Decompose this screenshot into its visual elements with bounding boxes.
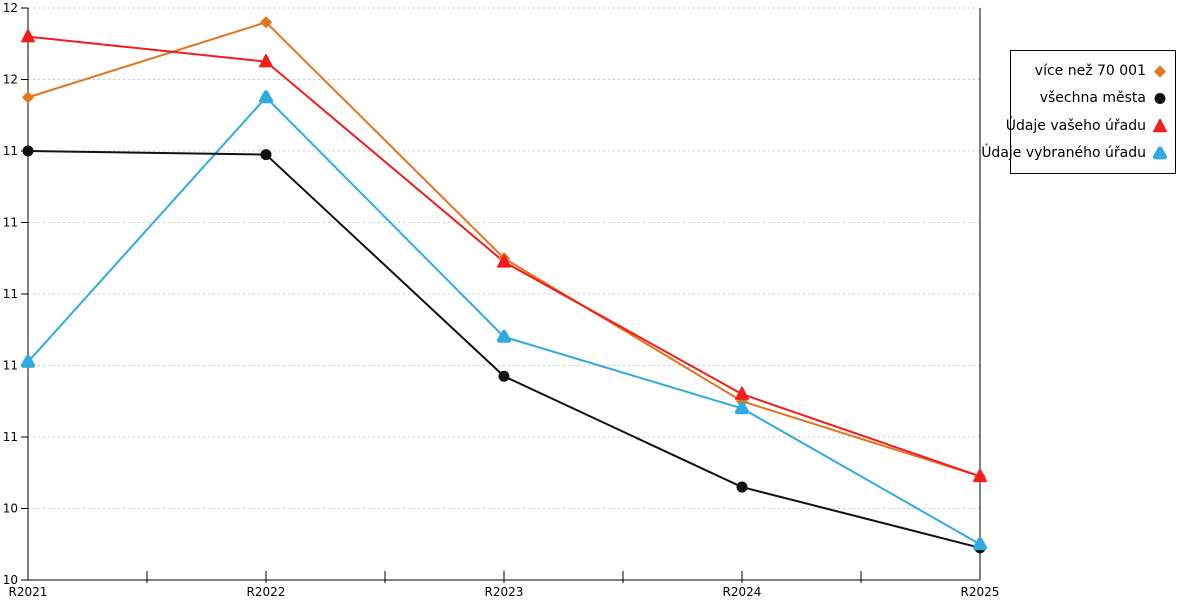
marker-diamond-icon (260, 16, 272, 29)
series-line-3 (27, 96, 981, 546)
marker-diamond-icon (1154, 65, 1166, 78)
y-tick-label: 11 (3, 430, 18, 444)
x-tick-label: R2021 (9, 585, 48, 599)
x-tick-label: R2023 (485, 585, 524, 599)
legend-marker-triangle-icon (1153, 118, 1167, 132)
marker-circle-icon (1154, 93, 1166, 105)
legend-item: více než 70 001 (1018, 63, 1168, 79)
x-tick-label: R2024 (723, 585, 762, 599)
marker-triangle-icon (973, 468, 987, 483)
y-tick-label: 11 (3, 144, 18, 158)
y-tick-label: 11 (3, 287, 18, 301)
legend-item-label: Údaje vašeho úřadu (1005, 117, 1146, 134)
marker-circle-icon (260, 149, 272, 161)
series-line-0 (27, 21, 981, 478)
y-tick-label: 12 (3, 73, 18, 87)
legend-item: Údaje vybraného úřadu (981, 145, 1168, 161)
series-markers-3 (20, 90, 988, 551)
y-tick-label: 11 (3, 359, 18, 373)
marker-rounded-triangle-icon (734, 401, 750, 415)
series-markers-2 (21, 28, 987, 483)
marker-rounded-triangle-icon (258, 90, 274, 104)
marker-rounded-triangle-icon (20, 354, 36, 368)
legend-item-label: více než 70 001 (1034, 62, 1146, 79)
marker-triangle-icon (259, 53, 273, 68)
legend-marker-circle-icon (1154, 93, 1166, 105)
legend-marker-diamond-icon (1154, 65, 1166, 78)
y-tick-label: 12 (3, 1, 18, 15)
legend: více než 70 001 všechna města Údaje vašeho… (981, 50, 1176, 174)
legend-item: všechna města (1018, 90, 1168, 106)
y-tick-label: 10 (3, 573, 18, 587)
marker-circle-icon (22, 145, 34, 157)
marker-rounded-triangle-icon (1152, 146, 1168, 160)
series-markers-0 (22, 16, 986, 483)
marker-triangle-icon (735, 386, 749, 400)
y-tick-label: 10 (3, 502, 18, 516)
legend-marker-triangle-rounded-icon (1152, 146, 1168, 160)
y-tick-label: 11 (3, 216, 18, 230)
marker-circle-icon (736, 481, 748, 493)
legend-item-label: všechna města (1039, 90, 1146, 107)
series-line-1 (27, 150, 981, 549)
marker-rounded-triangle-icon (972, 537, 988, 551)
marker-triangle-icon (1153, 118, 1167, 132)
legend-item-label: Údaje vybraného úřadu (981, 145, 1146, 162)
x-tick-label: R2025 (961, 585, 1000, 599)
marker-circle-icon (498, 370, 510, 382)
marker-triangle-icon (21, 28, 35, 43)
marker-triangle-icon (497, 254, 511, 268)
legend-item: Údaje vašeho úřadu (1006, 118, 1168, 134)
marker-diamond-icon (22, 91, 34, 104)
x-tick-label: R2022 (247, 585, 286, 599)
marker-rounded-triangle-icon (496, 329, 512, 343)
